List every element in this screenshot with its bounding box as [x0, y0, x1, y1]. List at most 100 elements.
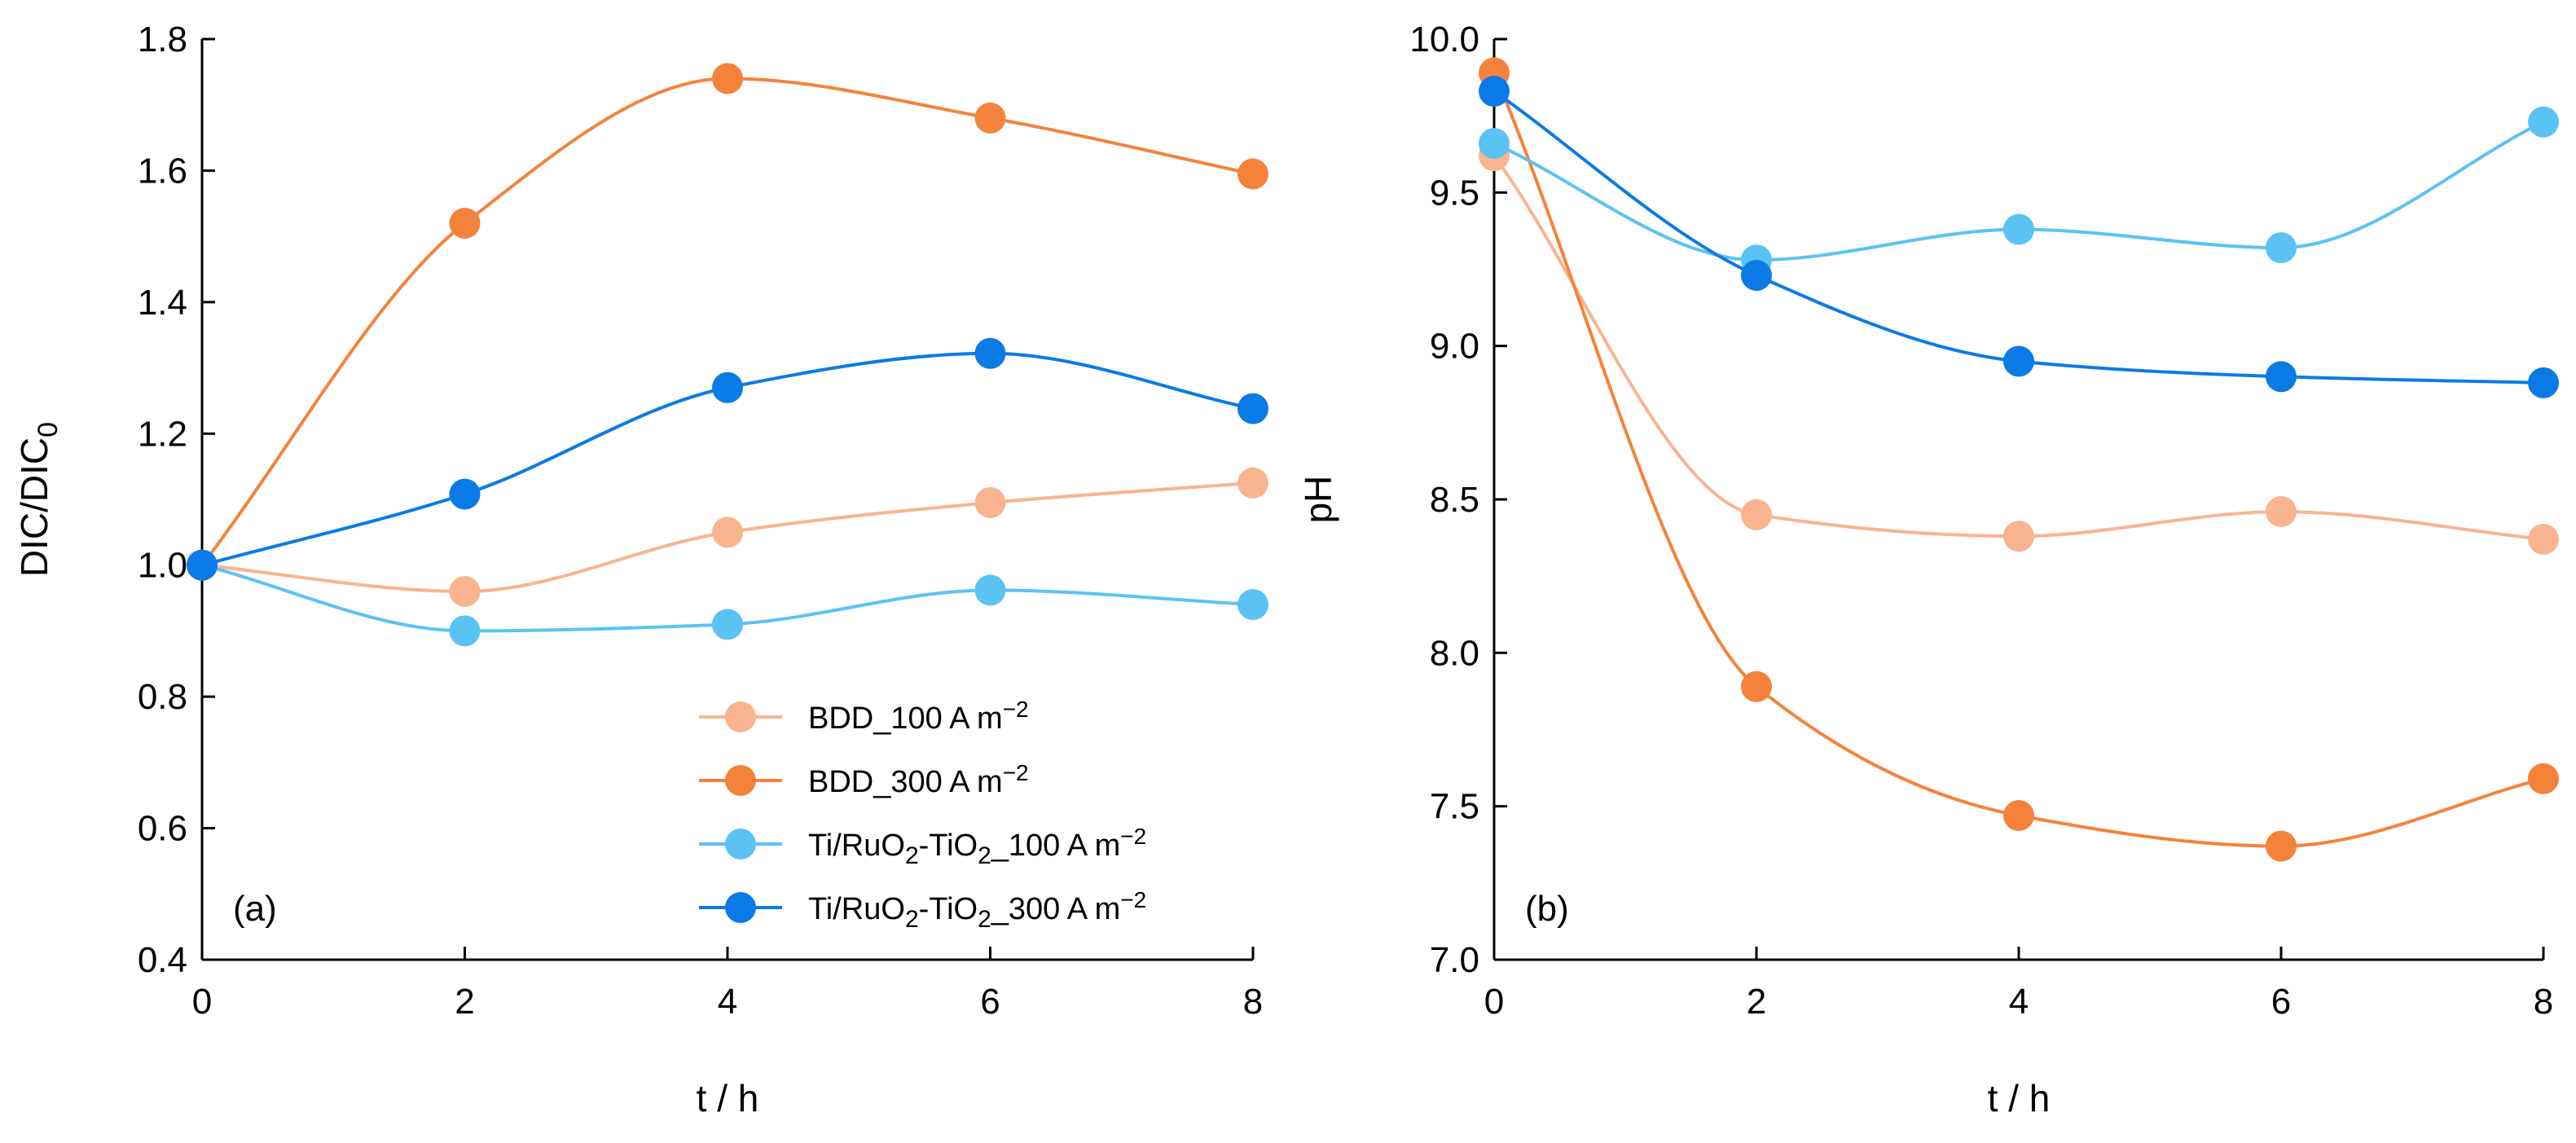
panel-b-x-tick-label: 8 — [2534, 982, 2553, 1022]
panel-a-y-tick-label: 0.4 — [138, 940, 187, 980]
panel-b-data-point-bdd300 — [2266, 830, 2297, 862]
panel-b-data-point-bdd100 — [2003, 521, 2034, 552]
panel-b-data-point-ti100 — [2003, 213, 2034, 245]
panel-a-data-point-ti300 — [1237, 393, 1268, 424]
legend-entry-ti100: Ti/RuO2-TiO2_100 A m−2 — [699, 824, 1146, 869]
legend-label-part: _300 A m — [991, 892, 1120, 926]
panel-a-data-point-ti100 — [449, 615, 481, 647]
panel-a-data-point-ti300 — [712, 371, 743, 403]
panel-a-label: (a) — [233, 889, 277, 929]
panel-a-y-tick-label: 1.8 — [138, 20, 187, 59]
panel-b-y-tick-label: 10.0 — [1409, 20, 1479, 59]
panel-b-data-point-bdd100 — [2266, 496, 2297, 528]
panel-a-data-point-bdd300 — [449, 208, 481, 239]
legend-label-part: −2 — [1003, 760, 1029, 785]
legend-label-part: 2 — [978, 906, 991, 933]
legend-label-part: Ti/RuO — [808, 892, 905, 926]
panel-a-data-point-ti100 — [712, 609, 743, 640]
panel-a-data-point-ti100 — [1237, 589, 1268, 621]
panel-a-x-tick-label: 2 — [455, 982, 474, 1022]
panel-a-x-axis-title: t / h — [697, 1077, 759, 1119]
panel-a-data-point-bdd100 — [1237, 467, 1268, 499]
panel-a-x-tick-label: 8 — [1243, 982, 1263, 1022]
panel-b-y-tick-label: 8.5 — [1430, 480, 1479, 520]
panel-a-x-tick-label: 0 — [192, 982, 212, 1022]
legend-entry-bdd300: BDD_300 A m−2 — [699, 760, 1029, 799]
legend-label: Ti/RuO2-TiO2_100 A m−2 — [808, 824, 1146, 869]
panel-a-y-axis-title-sub: 0 — [33, 422, 64, 437]
panel-a-series-ti300 — [187, 337, 1268, 581]
legend-label: Ti/RuO2-TiO2_300 A m−2 — [808, 887, 1146, 933]
panel-a-y-tick-label: 1.4 — [138, 283, 187, 323]
legend-swatch-marker — [725, 829, 756, 859]
panel-a-y-tick-label: 1.0 — [138, 546, 187, 586]
panel-b-series-ti300 — [1479, 76, 2559, 398]
panel-b-data-point-ti300 — [1741, 260, 1772, 291]
panel-b-data-point-ti100 — [2528, 106, 2559, 138]
panel-b-data-point-ti300 — [1479, 76, 1510, 107]
panel-b-x-tick-label: 0 — [1484, 982, 1504, 1022]
panel-b-data-point-ti300 — [2528, 367, 2559, 398]
panel-a-series-bdd300 — [187, 63, 1268, 581]
panel-a-data-point-bdd300 — [1237, 158, 1268, 190]
panel-b-data-point-ti300 — [2266, 361, 2297, 393]
panel-b-data-point-ti100 — [2266, 232, 2297, 264]
panel-b-y-tick-label: 9.0 — [1430, 327, 1479, 367]
panel-b-data-point-ti300 — [2003, 345, 2034, 377]
panel-b-y-tick-label: 9.5 — [1430, 173, 1479, 213]
legend-label: BDD_100 A m−2 — [808, 697, 1029, 736]
panel-b-x-axis-title: t / h — [1988, 1077, 2051, 1119]
panel-b-data-point-bdd300 — [2003, 800, 2034, 831]
panel-a-y-axis-title: DIC/DIC0 — [13, 422, 64, 577]
panel-a-data-point-bdd300 — [712, 63, 743, 95]
panel-b-series-bdd300 — [1479, 57, 2559, 862]
legend-label-part: BDD_300 A m — [808, 765, 1003, 799]
panel-b-y-axis-title-main: pH — [1297, 476, 1339, 524]
panel-b-data-point-bdd300 — [2528, 763, 2559, 794]
panel-a-data-point-ti100 — [974, 574, 1006, 606]
panel-b-data-point-bdd100 — [2528, 524, 2559, 555]
panel-a-x-tick-label: 4 — [718, 982, 737, 1022]
panel-b-data-point-bdd300 — [1741, 670, 1772, 702]
panel-a-y-tick-label: 0.8 — [138, 677, 187, 717]
legend-swatch-marker — [725, 765, 756, 796]
legend-label-part: −2 — [1120, 824, 1146, 849]
panel-b-series-line-bdd300 — [1492, 72, 2544, 848]
panel-a-y-tick-label: 0.6 — [138, 809, 187, 849]
panel-a-data-point-ti300 — [449, 478, 481, 510]
legend-label-part: -TiO — [919, 829, 978, 863]
panel-b-series-ti100 — [1479, 106, 2559, 276]
panel-b-x-tick-label: 6 — [2271, 982, 2291, 1022]
legend-label-part: −2 — [1120, 887, 1146, 912]
legend-swatch-marker — [725, 892, 756, 923]
panel-a-series-bdd100 — [187, 467, 1268, 607]
legend-label-part: -TiO — [919, 892, 978, 926]
panel-a-data-point-bdd300 — [974, 102, 1006, 134]
panel-a-data-point-ti300 — [974, 337, 1006, 369]
panel-b-x-tick-label: 2 — [1747, 982, 1766, 1022]
panel-a-series-ti100 — [187, 549, 1268, 647]
panel-b-data-point-ti100 — [1479, 128, 1510, 160]
legend-label-part: Ti/RuO — [808, 829, 905, 863]
panel-a-y-tick-label: 1.6 — [138, 151, 187, 191]
legend-entry-ti300: Ti/RuO2-TiO2_300 A m−2 — [699, 887, 1146, 933]
panel-a-data-point-bdd100 — [712, 517, 743, 548]
legend-label: BDD_300 A m−2 — [808, 760, 1029, 799]
panel-b-x-tick-label: 4 — [2009, 982, 2029, 1022]
legend-swatch-marker — [725, 701, 756, 732]
panel-a-x-tick-label: 6 — [980, 982, 1000, 1022]
legend-label-part: BDD_100 A m — [808, 701, 1003, 736]
panel-a-y-tick-label: 1.2 — [138, 414, 187, 454]
panel-b-series-line-bdd100 — [1492, 154, 2544, 541]
legend-label-part: 2 — [905, 842, 919, 869]
panel-a-y-axis-title-main: DIC/DIC — [13, 437, 55, 577]
legend-entry-bdd100: BDD_100 A m−2 — [699, 697, 1029, 736]
legend-label-part: 2 — [978, 842, 991, 869]
panel-b-data-point-bdd100 — [1741, 499, 1772, 530]
panel-a-series-line-bdd300 — [200, 77, 1254, 566]
panel-b-y-tick-label: 7.5 — [1430, 787, 1479, 827]
panel-b-y-tick-label: 7.0 — [1430, 940, 1479, 980]
panel-b-label: (b) — [1525, 889, 1569, 929]
